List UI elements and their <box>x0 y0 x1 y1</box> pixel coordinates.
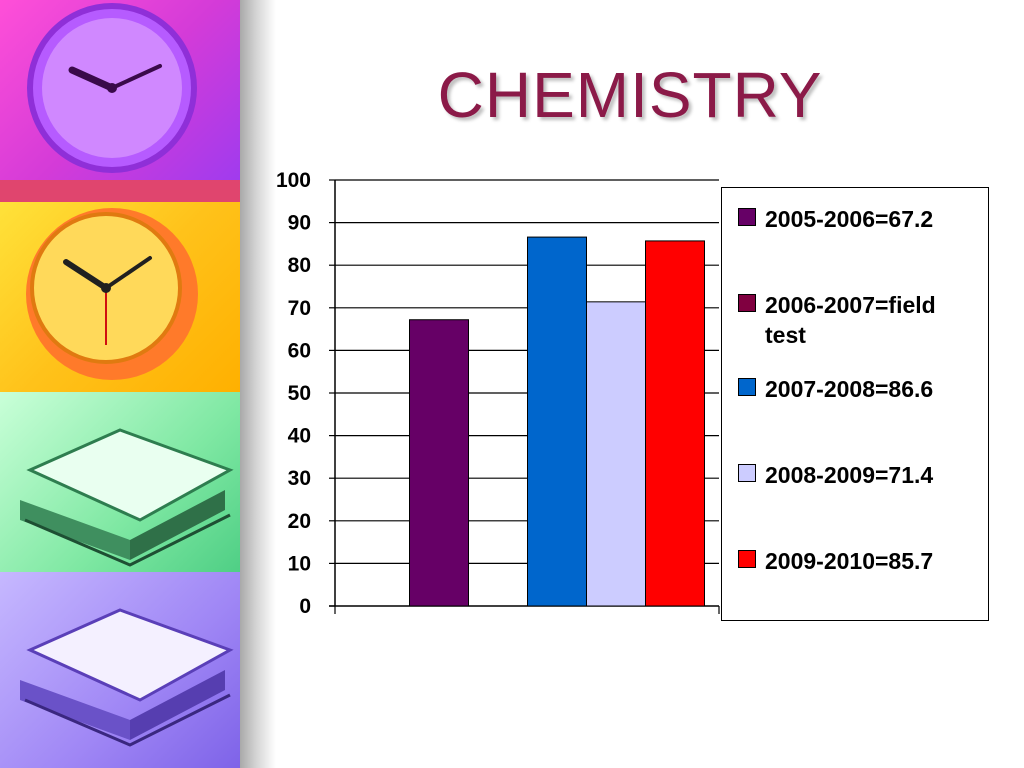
legend-swatch <box>738 378 756 396</box>
legend-item: 2009-2010=85.7 <box>738 546 984 576</box>
y-tick-label: 20 <box>288 510 311 533</box>
legend-item: 2005-2006=67.2 <box>738 204 984 234</box>
bar-5 <box>645 240 705 607</box>
legend-item: 2008-2009=71.4 <box>738 460 984 490</box>
pink-band <box>0 180 240 202</box>
decorative-images <box>20 3 234 747</box>
legend-label-line: 2009-2010=85.7 <box>765 548 934 574</box>
bar-4 <box>586 301 646 607</box>
legend-swatch <box>738 464 756 482</box>
chart-legend: 2005-2006=67.2 2006-2007=field test 2007-20… <box>721 187 989 621</box>
slide-title: CHEMISTRY <box>437 59 823 131</box>
y-tick-label: 100 <box>276 169 311 192</box>
legend-label-line: 2008-2009=71.4 <box>765 462 934 488</box>
y-tick-label: 90 <box>288 212 311 235</box>
legend-swatch <box>738 208 756 226</box>
legend-swatch <box>738 550 756 568</box>
legend-swatch <box>738 294 756 312</box>
legend-label: 2005-2006=67.2 <box>765 204 933 234</box>
legend-label-line: test <box>765 322 806 348</box>
legend-label: 2008-2009=71.4 <box>765 460 933 490</box>
legend-label: 2006-2007=field test <box>765 290 936 350</box>
legend-label: 2007-2008=86.6 <box>765 374 933 404</box>
open-book-icon <box>20 608 234 747</box>
bar-1 <box>409 319 469 607</box>
strip-shadow <box>240 0 276 768</box>
legend-label: 2009-2010=85.7 <box>765 546 933 576</box>
legend-label-line: 2006-2007=field <box>765 292 936 318</box>
y-tick-label: 80 <box>288 254 311 277</box>
y-tick-label: 60 <box>288 339 311 362</box>
decorative-photo-strip <box>0 0 240 768</box>
y-tick-label: 70 <box>288 297 311 320</box>
legend-label-line: 2007-2008=86.6 <box>765 376 934 402</box>
y-tick-label: 0 <box>299 595 311 618</box>
y-tick-label: 50 <box>288 382 311 405</box>
bar-3 <box>527 236 587 607</box>
clock-icon <box>27 3 197 173</box>
clock-icon <box>26 208 198 380</box>
y-tick-label: 10 <box>288 552 311 575</box>
legend-item: 2007-2008=86.6 <box>738 374 984 404</box>
legend-item: 2006-2007=field test <box>738 290 984 350</box>
open-book-icon <box>20 428 234 567</box>
y-tick-label: 30 <box>288 467 311 490</box>
y-tick-label: 40 <box>288 425 311 448</box>
legend-label-line: 2005-2006=67.2 <box>765 206 934 232</box>
